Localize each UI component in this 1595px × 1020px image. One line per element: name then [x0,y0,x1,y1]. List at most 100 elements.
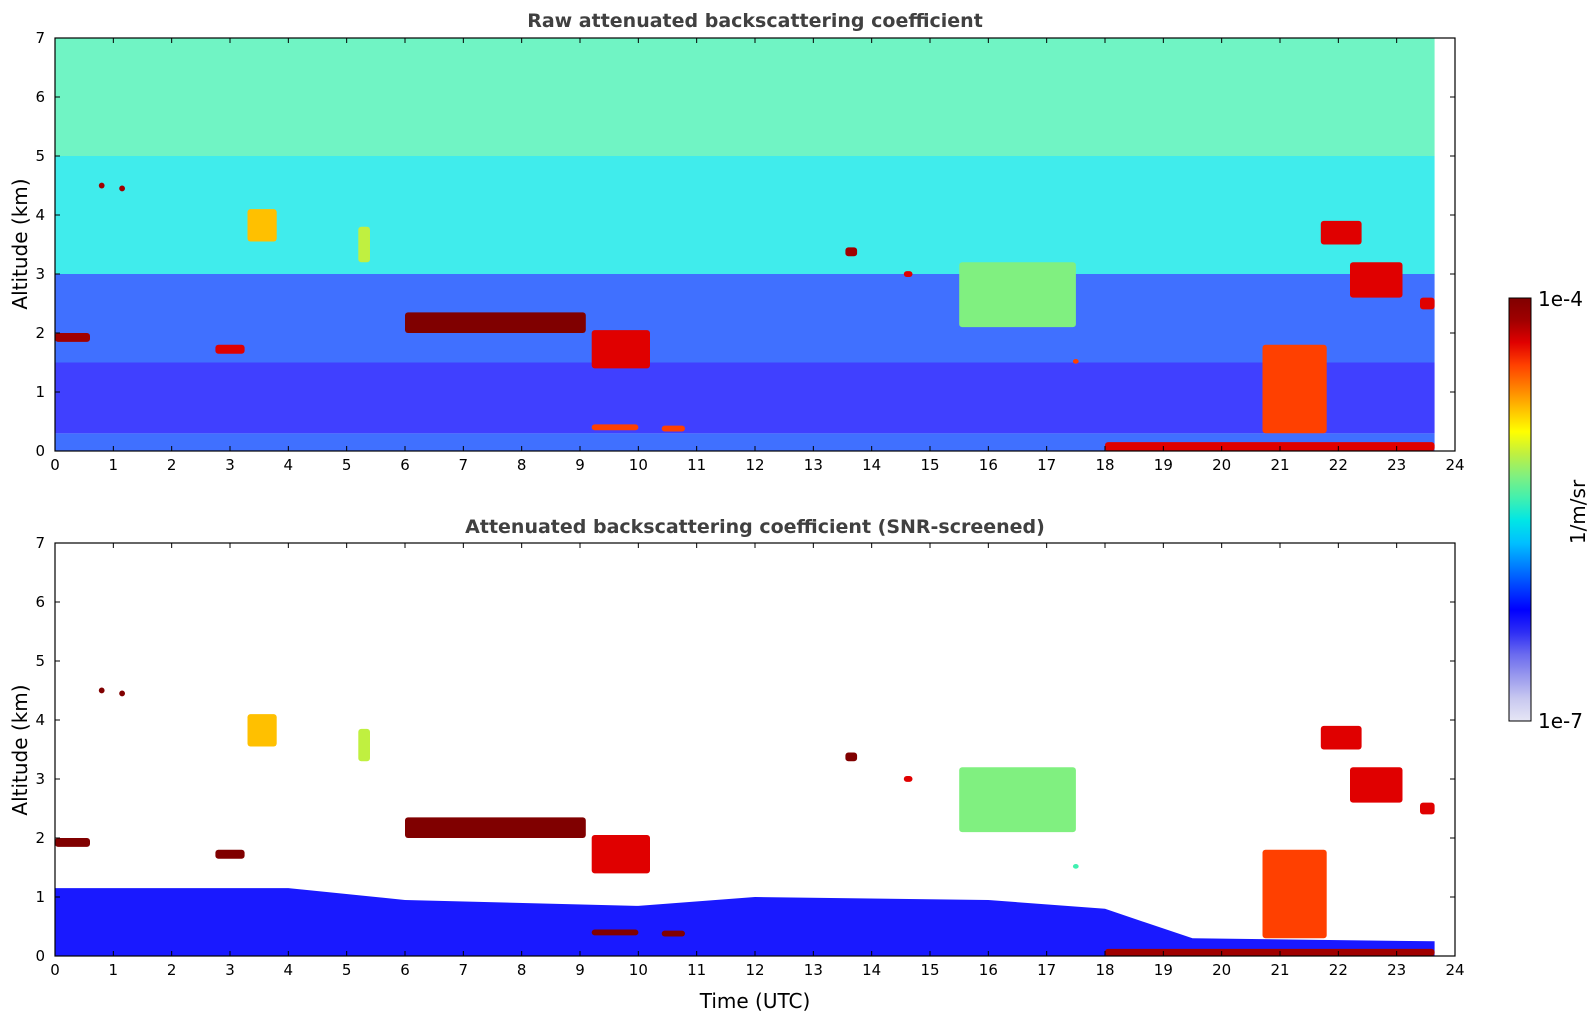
backscatter-feature-11 [903,776,913,782]
backscatter-feature-1 [98,182,105,189]
backscatter-feature-17 [1350,262,1403,298]
x-tick-label: 13 [804,456,823,474]
backscatter-feature-15 [1262,344,1327,434]
background-layer-3 [55,156,1435,274]
x-tick-label: 10 [629,961,648,979]
backscatter-feature-18 [1420,297,1435,310]
y-tick-label: 6 [35,593,45,611]
backscatter-feature-10 [845,752,858,762]
backscatter-feature-6 [405,312,586,333]
backscatter-feature-7 [591,330,650,369]
screened-panel-title: Attenuated backscattering coefficient (S… [465,516,1045,538]
background-layer-1 [55,362,1435,434]
x-tick-label: 8 [517,961,527,979]
backscatter-feature-14 [1105,948,1435,956]
screened-heatmap [55,687,1435,956]
y-tick-label: 6 [35,88,45,106]
screened-axes: 0 1 2 3 4 5 6 7 8 9 10 11 12 13 14 15 16 17 18 19 20 21 22 23 24… [35,534,1464,979]
y-tick-label: 0 [35,947,45,965]
x-tick-label: 10 [629,456,648,474]
backscatter-feature-16 [1320,220,1362,245]
x-tick-label: 14 [862,456,881,474]
backscatter-feature-9 [661,930,685,937]
raw-panel-title: Raw attenuated backscattering coefficien… [527,10,983,32]
backscatter-feature-15 [1262,849,1327,939]
x-tick-label: 20 [1212,456,1231,474]
x-tick-label: 19 [1154,961,1173,979]
colorbar-scale [1508,297,1532,722]
x-axis-label: Time (UTC) [699,989,811,1013]
x-tick-label: 12 [745,456,764,474]
y-tick-label: 3 [35,265,45,283]
x-tick-label: 5 [342,961,352,979]
x-tick-label: 3 [225,961,235,979]
x-tick-label: 1 [109,961,119,979]
backscatter-feature-4 [247,714,277,747]
y-tick-label: 2 [35,829,45,847]
x-tick-label: 18 [1095,456,1114,474]
x-tick-label: 24 [1445,456,1464,474]
backscatter-feature-3 [215,849,245,859]
backscatter-feature-0 [55,333,90,342]
backscatter-feature-2 [119,690,125,697]
x-tick-label: 23 [1387,961,1406,979]
x-tick-label: 15 [920,456,939,474]
x-tick-label: 0 [50,961,60,979]
y-tick-label: 5 [35,652,45,670]
background-layer-0 [55,433,1435,451]
x-tick-label: 21 [1270,456,1289,474]
backscatter-feature-6 [405,817,586,838]
x-tick-label: 22 [1329,456,1348,474]
x-tick-label: 16 [979,456,998,474]
backscatter-feature-7 [591,835,650,874]
backscatter-feature-2 [119,185,125,192]
colorbar-unit-label: 1/m/sr [1566,479,1590,544]
x-tick-label: 12 [745,961,764,979]
x-tick-label: 17 [1037,961,1056,979]
y-tick-label: 4 [35,711,45,729]
x-tick-label: 23 [1387,456,1406,474]
backscatter-feature-5 [358,728,370,762]
backscatter-feature-3 [215,344,245,354]
backscatter-feature-5 [358,226,370,263]
y-tick-label: 2 [35,324,45,342]
x-tick-label: 4 [284,961,294,979]
x-tick-label: 9 [575,961,585,979]
x-tick-label: 13 [804,961,823,979]
backscatter-feature-11 [903,271,913,277]
x-tick-label: 7 [459,961,469,979]
backscatter-feature-9 [661,425,685,432]
x-tick-label: 8 [517,456,527,474]
x-tick-label: 9 [575,456,585,474]
backscatter-feature-16 [1320,725,1362,750]
y-tick-label: 1 [35,383,45,401]
x-tick-label: 21 [1270,961,1289,979]
backscatter-feature-1 [98,687,105,694]
x-tick-label: 11 [687,456,706,474]
x-tick-label: 18 [1095,961,1114,979]
backscatter-feature-12 [959,767,1076,833]
screened-y-axis-label: Altitude (km) [8,684,32,815]
backscatter-feature-4 [247,209,277,242]
x-tick-label: 14 [862,961,881,979]
boundary-layer-region [55,888,1435,956]
x-tick-label: 16 [979,961,998,979]
x-tick-label: 2 [167,961,177,979]
x-tick-label: 6 [400,961,410,979]
x-tick-label: 3 [225,456,235,474]
x-tick-label: 15 [920,961,939,979]
y-tick-label: 0 [35,442,45,460]
y-tick-label: 7 [35,29,45,47]
x-tick-label: 11 [687,961,706,979]
y-tick-label: 7 [35,534,45,552]
colorbar-max-label: 1e-4 [1538,287,1583,311]
colorbar: 1e-4 1e-7 1/m/sr [1508,287,1590,733]
x-tick-label: 1 [109,456,119,474]
backscatter-feature-12 [959,262,1076,328]
y-tick-label: 5 [35,147,45,165]
x-tick-label: 7 [459,456,469,474]
raw-panel: Raw attenuated backscattering coefficien… [8,10,1465,474]
x-tick-label: 20 [1212,961,1231,979]
y-tick-label: 4 [35,206,45,224]
